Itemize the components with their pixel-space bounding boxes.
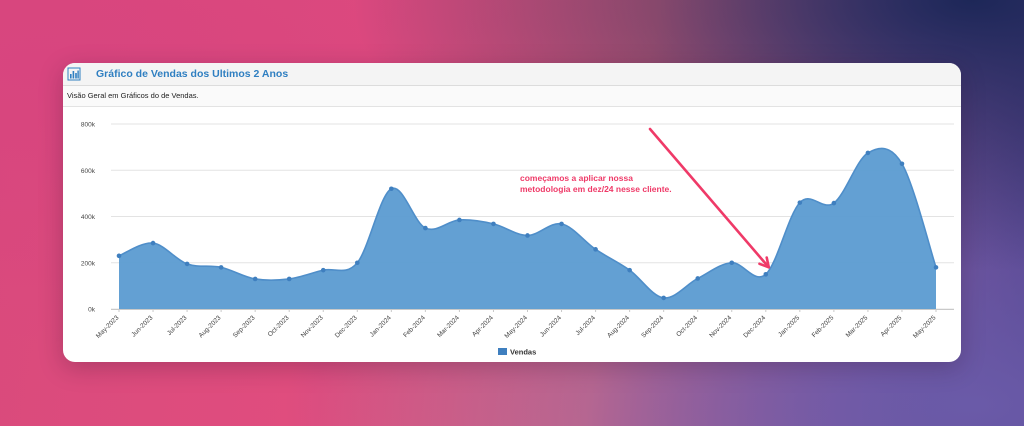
x-tick-label: Mar-2024 [436,314,461,339]
x-tick-label: May-2025 [912,314,938,340]
data-points [116,150,939,301]
x-tick-label: Nov-2024 [708,314,733,339]
panel-subtitle: Visão Geral em Gráficos do de Vendas. [63,86,961,107]
x-tick-label: Sep-2023 [232,314,257,339]
legend-label: Vendas [510,348,536,357]
x-tick-label: Oct-2023 [267,314,291,338]
panel-title: Gráfico de Vendas dos Ultimos 2 Anos [96,68,289,80]
x-tick-label: Apr-2025 [880,314,904,338]
data-point[interactable] [389,186,394,192]
x-tick-label: Jul-2024 [574,314,597,337]
data-point[interactable] [593,247,598,252]
x-tick-label: Apr-2024 [471,314,495,338]
x-tick-label: Jun-2023 [130,314,154,338]
data-point[interactable] [831,200,837,206]
data-point[interactable] [559,221,564,227]
data-point[interactable] [150,240,156,246]
x-tick-label: Sep-2024 [640,314,665,339]
data-point[interactable] [252,276,258,282]
x-tick-label: Aug-2023 [198,314,223,339]
sales-area-chart: 0k 200k 400k 600k 800k May-2023 Jun-2023 Jul-2… [81,122,954,357]
x-tick-label: Jan-2025 [777,314,801,338]
annotation-text: metodologia em dez/24 nesse cliente. [520,184,672,194]
data-point[interactable] [627,267,632,273]
data-point[interactable] [661,295,666,301]
data-point[interactable] [286,276,292,282]
x-tick-label: Oct-2024 [675,314,699,338]
x-tick-label: Jan-2024 [369,314,393,338]
annotation-arrow-shaft [648,127,771,269]
chart-panel: Gráfico de Vendas dos Ultimos 2 Anos Vis… [63,63,961,362]
y-tick-label: 400k [81,214,96,221]
x-tick-label: Dec-2024 [742,314,767,339]
x-tick-label: May-2024 [504,314,530,340]
data-point[interactable] [184,261,190,267]
data-point[interactable] [423,225,428,231]
data-point[interactable] [695,276,701,281]
annotation-arrow-head [758,256,771,269]
x-tick-label: May-2023 [95,314,121,340]
y-tick-label: 200k [81,260,96,267]
x-tick-label: Jun-2024 [539,314,563,338]
legend-swatch [498,348,507,355]
data-point[interactable] [763,272,769,277]
data-point[interactable] [320,267,326,273]
y-tick-label: 800k [81,122,96,129]
data-point[interactable] [457,217,462,223]
panel-header: Gráfico de Vendas dos Ultimos 2 Anos [63,63,961,86]
series-area [119,148,936,309]
data-point[interactable] [933,265,939,270]
data-point[interactable] [899,161,905,167]
y-axis-ticks: 0k 200k 400k 600k 800k [81,122,96,314]
data-point[interactable] [491,221,496,227]
legend[interactable]: Vendas [498,348,536,357]
data-point[interactable] [525,233,530,238]
data-point[interactable] [354,260,360,266]
data-point[interactable] [865,150,871,156]
y-tick-label: 0k [88,307,96,314]
x-tick-label: Feb-2025 [811,314,836,339]
bar-chart-icon [67,67,81,81]
x-tick-label: Dec-2023 [334,314,359,339]
data-point[interactable] [218,265,224,270]
y-tick-label: 600k [81,168,96,175]
x-tick-label: Mar-2025 [845,314,870,339]
data-point[interactable] [729,260,735,266]
x-tick-label: Nov-2023 [300,314,325,339]
x-tick-label: Jul-2023 [166,314,189,337]
data-point[interactable] [797,200,803,205]
x-axis-ticks: May-2023 Jun-2023 Jul-2023 Aug-2023 Sep-2023… [95,309,938,340]
data-point[interactable] [116,253,122,259]
x-tick-label: Aug-2024 [606,314,631,339]
annotation-text: começamos a aplicar nossa [520,173,633,183]
x-tick-label: Feb-2024 [402,314,427,339]
